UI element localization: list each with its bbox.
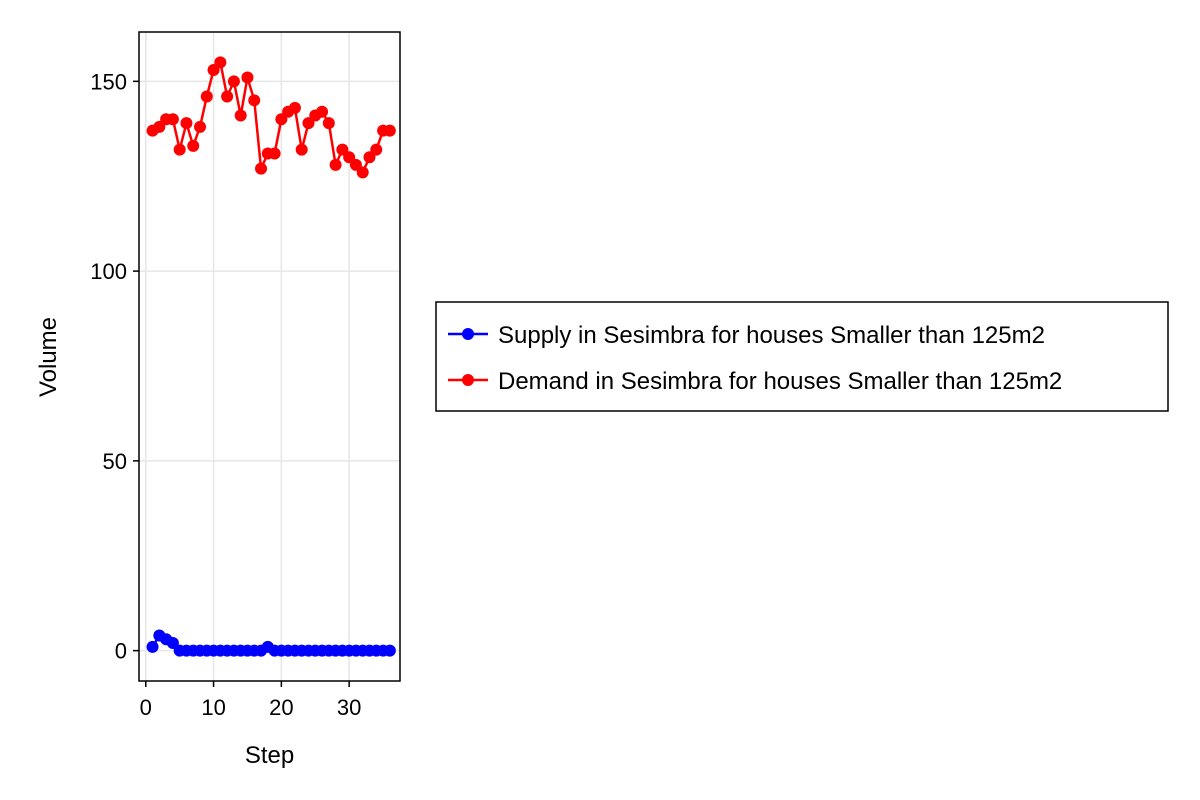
x-tick-label: 20 bbox=[269, 695, 293, 720]
y-tick-label: 50 bbox=[103, 449, 127, 474]
demand-data-point bbox=[194, 120, 207, 133]
demand-data-point bbox=[268, 147, 281, 160]
legend-swatch-supply-marker bbox=[462, 328, 474, 340]
demand-data-point bbox=[383, 124, 396, 137]
demand-data-point bbox=[221, 90, 234, 103]
x-axis-title: Step bbox=[245, 742, 294, 769]
axis-ticks: 0 10 20 30 0 50 100 150 bbox=[90, 69, 361, 720]
demand-data-point bbox=[322, 117, 335, 130]
y-tick-label: 150 bbox=[90, 69, 127, 94]
grid-lines bbox=[139, 32, 400, 681]
legend: Supply in Sesimbra for houses Smaller th… bbox=[435, 301, 1169, 412]
legend-label-demand: Demand in Sesimbra for houses Smaller th… bbox=[498, 368, 1062, 395]
demand-data-point bbox=[166, 113, 179, 126]
legend-box bbox=[435, 301, 1169, 412]
legend-entry-supply: Supply in Sesimbra for houses Smaller th… bbox=[448, 322, 1045, 349]
demand-data-point bbox=[187, 139, 200, 152]
demand-data-point bbox=[200, 90, 213, 103]
legend-entry-demand: Demand in Sesimbra for houses Smaller th… bbox=[448, 368, 1062, 395]
x-tick-label: 0 bbox=[140, 695, 152, 720]
demand-data-point bbox=[241, 71, 254, 84]
demand-data-point bbox=[173, 143, 186, 156]
y-tick-label: 100 bbox=[90, 259, 127, 284]
demand-data-point bbox=[295, 143, 308, 156]
demand-data-point bbox=[255, 162, 268, 175]
demand-data-point bbox=[356, 166, 369, 179]
demand-data-point bbox=[288, 101, 301, 114]
demand-data-point bbox=[329, 158, 342, 171]
x-tick-label: 30 bbox=[337, 695, 361, 720]
plot-frame bbox=[138, 31, 401, 682]
demand-data-point bbox=[234, 109, 247, 122]
demand-data-point bbox=[180, 117, 193, 130]
y-tick-label: 0 bbox=[115, 639, 127, 664]
demand-data-point bbox=[227, 75, 240, 88]
supply-data-point bbox=[383, 644, 396, 657]
demand-data-point bbox=[214, 56, 227, 69]
demand-data-point bbox=[370, 143, 383, 156]
y-axis-title: Volume bbox=[35, 317, 62, 397]
series-layer bbox=[146, 56, 396, 657]
demand-data-point bbox=[248, 94, 261, 107]
x-tick-label: 10 bbox=[201, 695, 225, 720]
supply-data-point bbox=[146, 640, 159, 653]
demand-data-point bbox=[316, 105, 329, 118]
legend-label-supply: Supply in Sesimbra for houses Smaller th… bbox=[498, 322, 1045, 349]
legend-swatch-demand-marker bbox=[462, 374, 474, 386]
